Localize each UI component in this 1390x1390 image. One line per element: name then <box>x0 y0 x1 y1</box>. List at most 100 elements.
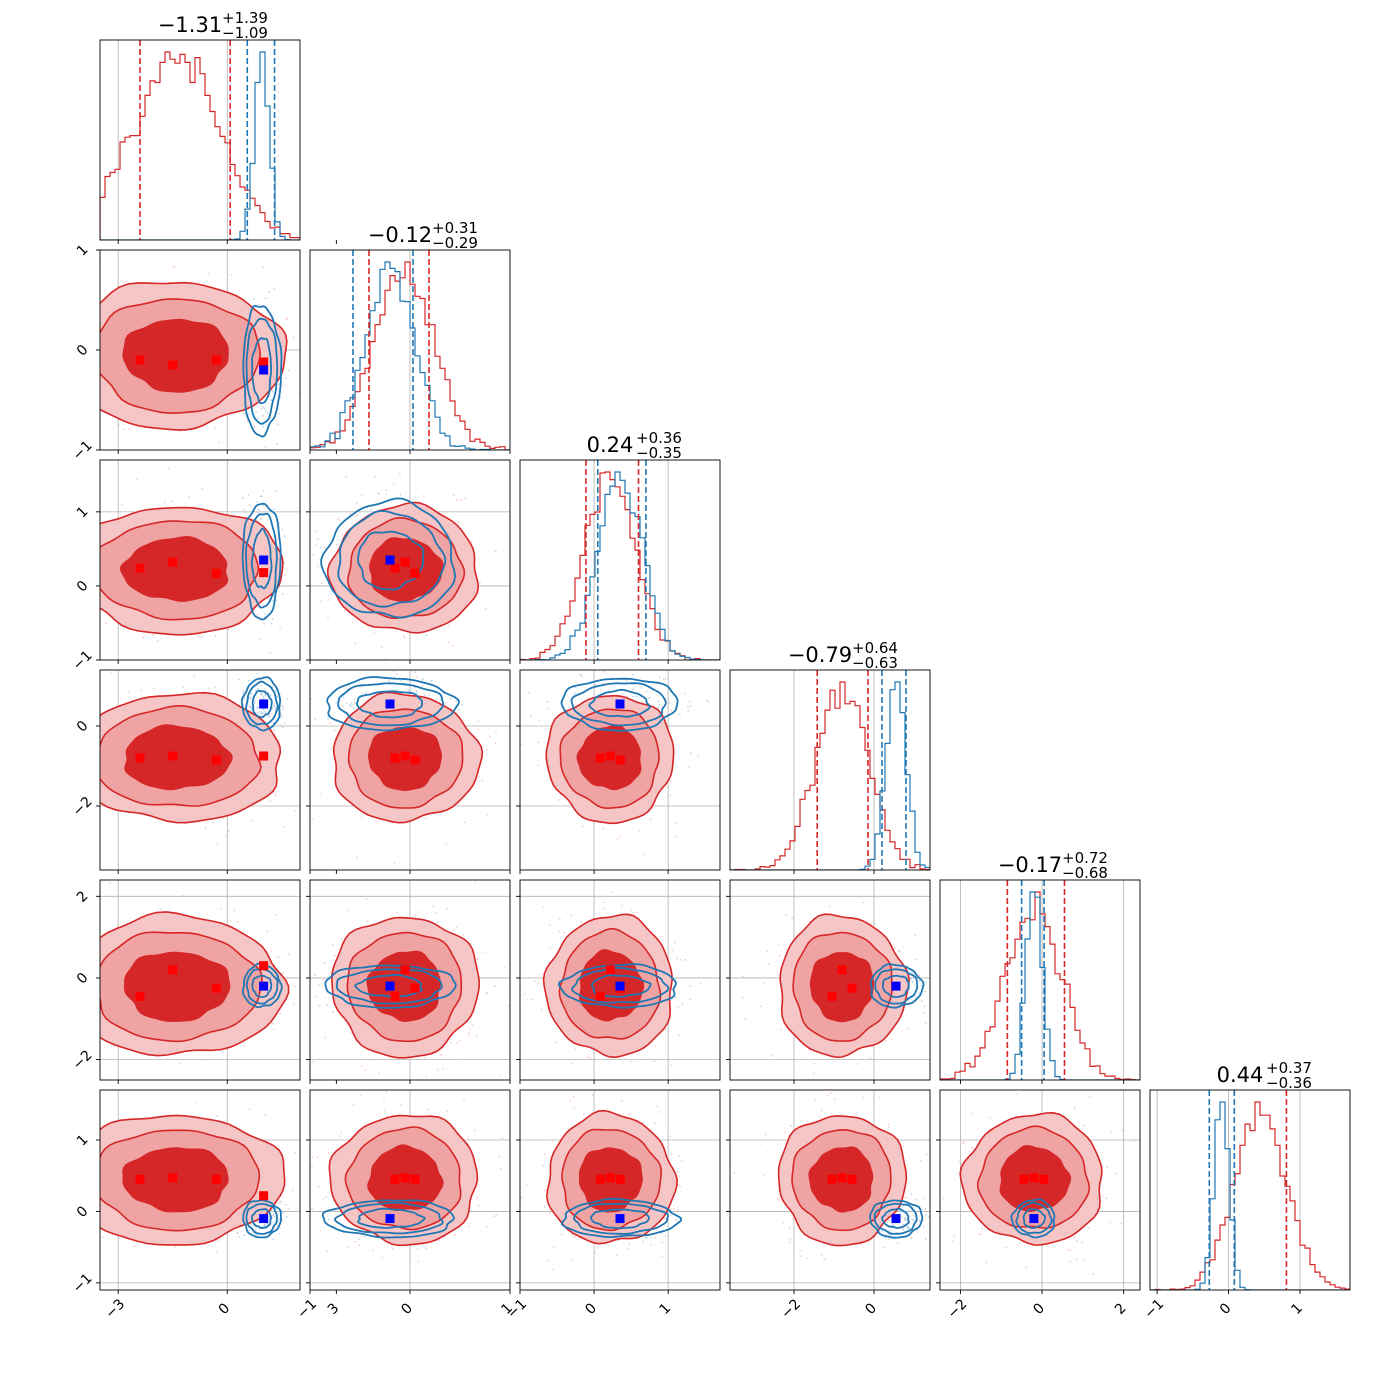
x-tick-label: −1 <box>504 1296 530 1322</box>
marker-red <box>259 568 269 578</box>
marker-blue <box>385 555 395 565</box>
svg-text:−0.63: −0.63 <box>852 654 898 672</box>
contour-red-1 <box>124 724 233 791</box>
svg-text:−1.09: −1.09 <box>222 24 268 42</box>
panel-frame <box>519 879 721 1081</box>
marker-red <box>211 755 221 765</box>
panel-frame <box>99 1089 301 1291</box>
contour-blue <box>320 497 457 619</box>
marker-red <box>259 961 269 971</box>
contour-blue <box>337 682 445 727</box>
panel-3-0: −2 0 <box>70 669 337 874</box>
contour-blue <box>245 317 279 425</box>
contour-blue <box>571 966 670 1004</box>
panel-5-4: −2 0 2 <box>936 1089 1141 1322</box>
contour-blue <box>873 1202 918 1235</box>
hist-red <box>520 471 720 660</box>
marker-red <box>390 753 400 763</box>
svg-text:+0.36: +0.36 <box>636 429 682 447</box>
y-tick-label: −1 <box>70 438 96 464</box>
panel-5-0: −3 0 3 −1 0 1 <box>70 1089 342 1322</box>
marker-red <box>390 991 400 1001</box>
panel-4-3 <box>726 879 931 1084</box>
marker-red <box>595 753 605 763</box>
contour-blue <box>881 1207 910 1229</box>
marker-red <box>168 557 178 567</box>
contour-blue <box>240 676 281 732</box>
marker-red <box>135 563 145 573</box>
contour-red-1 <box>119 535 229 602</box>
marker-blue <box>259 555 269 565</box>
marker-red <box>837 1173 847 1183</box>
hist-blue <box>520 471 720 660</box>
panel-2-2: 0.24 +0.36−0.35 <box>519 429 721 664</box>
x-tick-label: 0 <box>398 1300 416 1318</box>
contour-blue <box>241 962 283 1009</box>
marker-red <box>410 755 420 765</box>
marker-red <box>135 753 145 763</box>
marker-red <box>168 965 178 975</box>
panel-frame <box>939 879 1141 1081</box>
panel-frame <box>99 879 301 1081</box>
contour-blue <box>242 1199 282 1239</box>
marker-red <box>410 1174 420 1184</box>
marker-blue <box>259 365 269 375</box>
panel-title: 0.24 +0.36−0.35 <box>587 429 682 462</box>
contour-blue <box>869 1199 924 1239</box>
hist-blue <box>100 51 300 240</box>
contour-blue <box>242 304 283 438</box>
marker-blue <box>259 699 269 709</box>
hist-red <box>1150 1101 1350 1290</box>
panel-frame <box>99 39 301 241</box>
svg-text:+1.39: +1.39 <box>222 9 268 27</box>
marker-red <box>168 1173 178 1183</box>
contour-blue <box>589 1208 651 1230</box>
panel-0-0: −1.31 +1.39−1.09 <box>99 9 337 244</box>
panel-title: 0.44 +0.37−0.36 <box>1217 1059 1312 1092</box>
marker-red <box>259 751 269 761</box>
panel-frame <box>519 459 721 661</box>
contour-blue <box>573 1202 669 1235</box>
svg-text:+0.64: +0.64 <box>852 639 898 657</box>
panel-5-2: −1 0 1 <box>504 1089 721 1322</box>
marker-red <box>168 751 178 761</box>
contour-blue <box>355 690 423 719</box>
marker-red <box>410 983 420 993</box>
marker-red <box>827 1174 837 1184</box>
contour-blue <box>1022 1208 1046 1230</box>
panel-4-4: −0.17 +0.72−0.68 <box>939 849 1141 1084</box>
panel-3-3: −0.79 +0.64−0.63 <box>729 639 931 874</box>
contour-blue <box>241 502 282 621</box>
marker-red <box>400 965 410 975</box>
contour-blue <box>335 968 443 1005</box>
y-tick-label: 0 <box>74 342 92 360</box>
panel-3-1 <box>306 669 511 874</box>
svg-text:−0.79: −0.79 <box>788 643 852 667</box>
y-tick-label: 0 <box>74 578 92 596</box>
marker-red <box>827 991 837 1001</box>
panel-title: −0.79 +0.64−0.63 <box>788 639 898 672</box>
marker-red <box>259 1191 269 1201</box>
contour-blue <box>557 963 677 1009</box>
panel-title: −0.17 +0.72−0.68 <box>998 849 1108 882</box>
panel-frame <box>519 1089 721 1291</box>
marker-blue <box>385 699 395 709</box>
marker-red <box>615 755 625 765</box>
x-tick-label: 0 <box>216 1300 234 1318</box>
svg-text:−1.31: −1.31 <box>158 13 222 37</box>
marker-red <box>847 983 857 993</box>
contour-blue <box>590 974 652 998</box>
panel-frame <box>729 669 931 871</box>
hist-red <box>940 891 1140 1080</box>
contour-blue <box>1010 1198 1056 1239</box>
marker-red <box>400 1173 410 1183</box>
contour-blue <box>560 1197 682 1239</box>
marker-red <box>595 991 605 1001</box>
contour-blue <box>588 688 651 718</box>
hist-blue <box>730 681 930 870</box>
contour-blue <box>333 1201 444 1235</box>
contour-blue <box>245 512 278 609</box>
x-tick-label: 1 <box>1288 1300 1306 1318</box>
y-tick-label: −2 <box>70 794 96 820</box>
